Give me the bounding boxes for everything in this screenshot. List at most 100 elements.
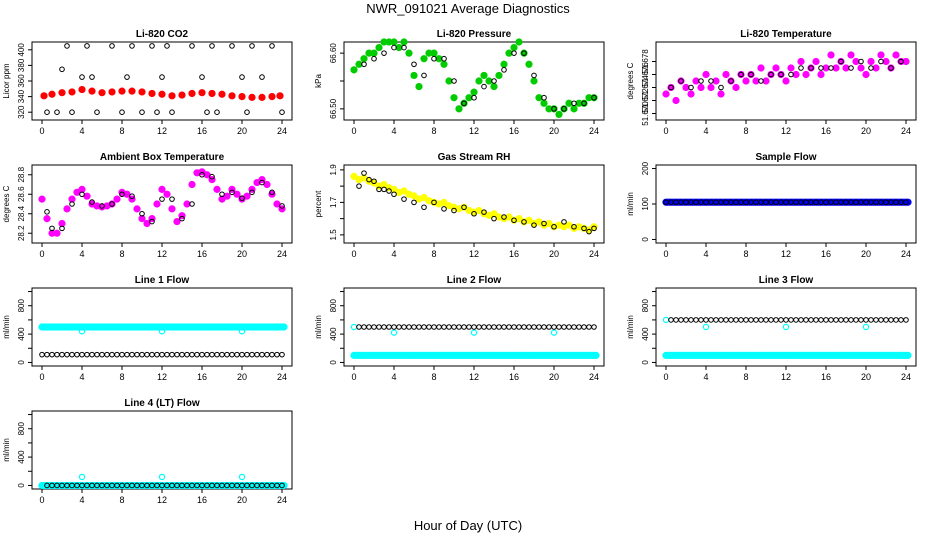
data-point: [475, 77, 483, 85]
x-tick-label: 4: [79, 126, 84, 136]
data-point: [757, 64, 765, 72]
data-point: [391, 191, 397, 198]
x-tick-label: 12: [781, 372, 791, 382]
data-point: [138, 88, 146, 96]
data-point: [877, 51, 885, 59]
data-point: [687, 90, 695, 98]
y-tick-label: 0: [17, 483, 26, 488]
data-point: [798, 317, 804, 323]
x-tick-label: 20: [237, 495, 247, 505]
data-point: [113, 195, 121, 203]
data-point: [712, 77, 720, 85]
y-axis-label: ml/min: [626, 192, 635, 216]
data-point: [88, 87, 96, 95]
data-point: [391, 324, 397, 330]
data-point: [683, 317, 689, 323]
x-tick-label: 4: [703, 126, 708, 136]
data-point: [153, 200, 161, 208]
data-point: [64, 43, 70, 49]
data-point: [184, 351, 190, 358]
data-point: [49, 351, 55, 358]
data-point: [586, 228, 592, 235]
data-point: [788, 317, 794, 323]
data-point: [214, 351, 220, 358]
series-averages: [668, 58, 904, 91]
y-tick-label: 1.7: [329, 196, 338, 208]
x-tick-label: 8: [743, 126, 748, 136]
data-point: [546, 324, 552, 330]
data-point: [43, 215, 51, 223]
data-point: [411, 199, 417, 206]
data-point: [501, 67, 507, 73]
data-point: [380, 180, 388, 189]
x-tick-label: 24: [901, 372, 911, 382]
data-point: [455, 105, 463, 113]
data-point: [219, 191, 225, 198]
data-point: [722, 70, 730, 79]
data-point: [798, 65, 804, 71]
data-point: [204, 109, 210, 115]
data-point: [391, 44, 397, 51]
data-point: [867, 57, 875, 66]
x-tick-label: 16: [509, 249, 519, 259]
data-point: [401, 196, 407, 202]
data-point: [436, 324, 442, 330]
data-point: [668, 84, 674, 91]
data-point: [763, 317, 769, 323]
data-point: [134, 351, 140, 358]
x-tick-label: 4: [79, 495, 84, 505]
data-point: [476, 324, 482, 330]
data-point: [505, 49, 513, 57]
x-tick-label: 16: [821, 372, 831, 382]
data-point: [144, 351, 150, 358]
data-point: [898, 317, 904, 323]
data-point: [129, 351, 135, 358]
data-point: [728, 78, 734, 84]
data-point: [198, 89, 206, 97]
data-point: [823, 317, 829, 323]
data-point: [441, 55, 447, 62]
data-point: [672, 96, 680, 105]
series-all: [38, 323, 288, 335]
data-point: [485, 77, 493, 85]
data-point: [551, 324, 557, 330]
data-point: [904, 351, 912, 359]
x-tick-label: 16: [197, 126, 207, 136]
data-point: [540, 99, 548, 107]
data-point: [405, 49, 413, 57]
data-point: [556, 324, 562, 330]
data-point: [390, 38, 398, 46]
y-axis-label: degrees C: [626, 62, 635, 99]
data-point: [803, 317, 809, 323]
data-point: [515, 38, 523, 46]
data-point: [94, 109, 100, 115]
data-point: [178, 91, 186, 99]
x-tick-label: 24: [589, 372, 599, 382]
data-point: [868, 65, 874, 71]
y-axis-label: ml/min: [314, 315, 323, 339]
data-point: [276, 92, 284, 100]
data-point: [688, 317, 694, 323]
y-tick-label: 360: [17, 74, 26, 88]
data-point: [471, 210, 477, 217]
x-tick-label: 8: [743, 249, 748, 259]
data-point: [274, 351, 280, 358]
x-tick-label: 4: [703, 372, 708, 382]
data-point: [426, 324, 432, 330]
chart-title: Line 3 Flow: [759, 275, 814, 286]
data-point: [400, 38, 408, 46]
data-point: [718, 317, 724, 323]
x-tick-label: 12: [157, 126, 167, 136]
data-point: [531, 72, 537, 79]
chart-li820-temperature: Li-820 Temperature degrees C 0 4 8 12 16 20 24 51…: [626, 29, 917, 136]
data-point: [401, 44, 407, 51]
data-point: [249, 189, 255, 196]
data-point: [718, 84, 724, 91]
data-point: [742, 77, 750, 85]
data-point: [480, 71, 488, 80]
data-point: [758, 317, 764, 323]
data-point: [119, 191, 125, 198]
data-point: [471, 324, 477, 330]
data-point: [853, 317, 859, 323]
